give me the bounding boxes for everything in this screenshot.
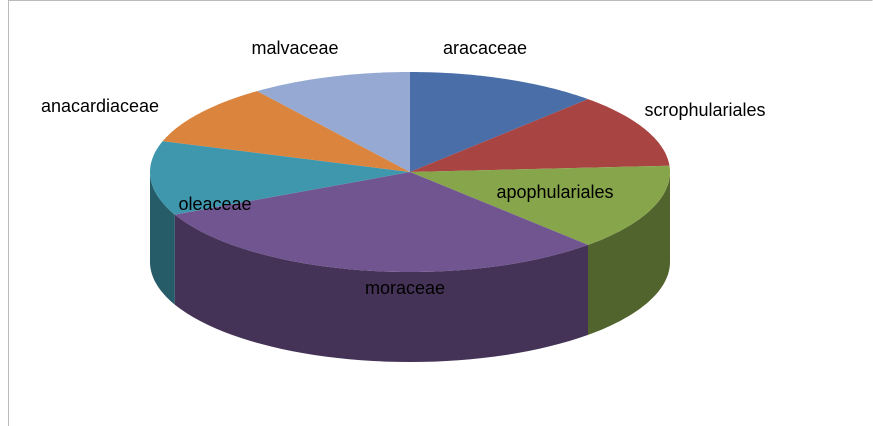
slice xyxy=(150,141,410,215)
slice xyxy=(410,165,670,245)
slice xyxy=(410,72,588,172)
slice-top xyxy=(410,165,670,245)
tops xyxy=(150,72,670,272)
slice-label: scrophulariales xyxy=(644,100,766,120)
slice-label: apophulariales xyxy=(496,182,614,202)
slice-side xyxy=(588,172,670,335)
slice-top xyxy=(162,91,410,172)
slice-side xyxy=(150,172,175,305)
slice-label: aracaceae xyxy=(442,38,528,58)
slice-label: anacardiaceae xyxy=(40,96,160,116)
slice-side xyxy=(174,214,588,362)
slice-top xyxy=(257,72,410,172)
slice-top xyxy=(174,172,588,272)
slice-label: malvaceae xyxy=(251,38,339,58)
slice-label: oleaceae xyxy=(178,194,252,214)
slice-top xyxy=(410,72,588,172)
slice-top xyxy=(410,99,670,172)
slice xyxy=(410,99,670,172)
slice xyxy=(257,72,410,172)
slice-top xyxy=(150,141,410,215)
sides xyxy=(150,172,670,362)
slice-label: moraceae xyxy=(364,278,446,298)
frame xyxy=(8,0,873,426)
slice xyxy=(162,91,410,172)
slice xyxy=(174,172,588,272)
